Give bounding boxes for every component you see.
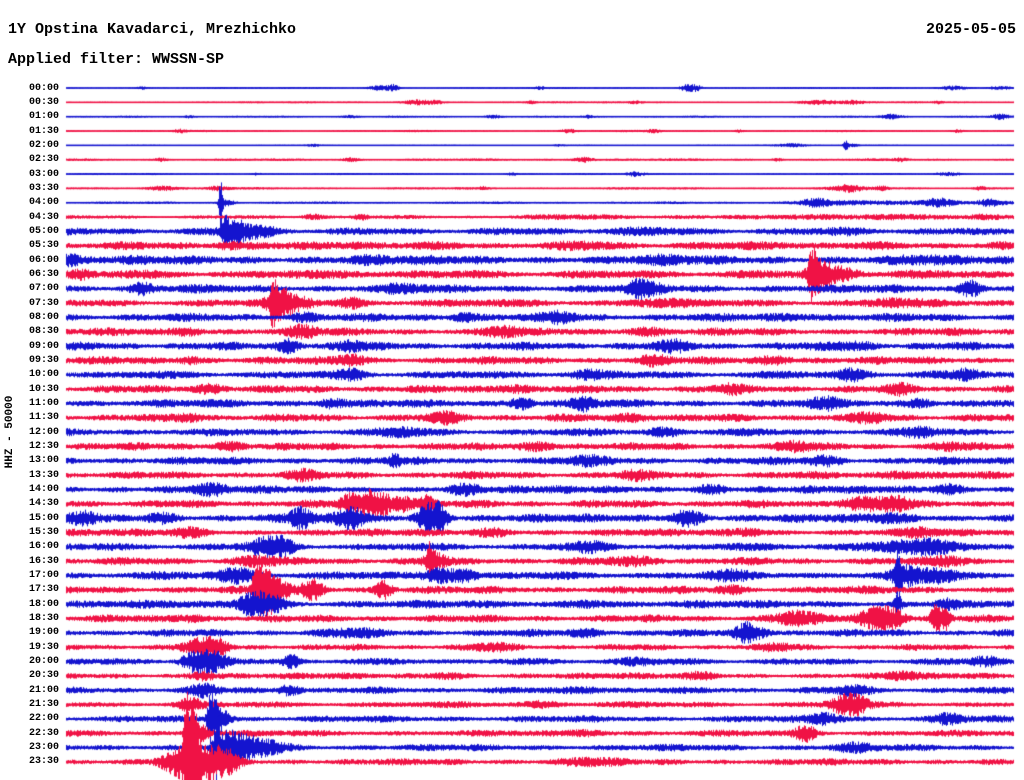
- time-label: 07:30: [28, 297, 59, 309]
- time-label: 06:30: [28, 268, 59, 280]
- time-label: 02:30: [28, 154, 59, 166]
- time-label: 02:00: [28, 139, 59, 151]
- time-label: 08:00: [28, 311, 59, 323]
- time-label: 09:00: [28, 340, 59, 352]
- time-label: 03:00: [28, 168, 59, 180]
- time-label: 21:00: [28, 684, 59, 696]
- time-label: 08:30: [28, 326, 59, 338]
- time-label: 11:30: [28, 412, 59, 424]
- time-label: 19:00: [28, 627, 59, 639]
- time-label: 15:00: [28, 512, 59, 524]
- time-label: 01:00: [28, 111, 59, 123]
- time-label: 22:00: [28, 713, 59, 725]
- time-label: 07:00: [28, 283, 59, 295]
- time-label: 05:00: [28, 225, 59, 237]
- time-label: 15:30: [28, 527, 59, 539]
- time-label: 16:00: [28, 541, 59, 553]
- time-label: 10:00: [28, 369, 59, 381]
- time-label: 00:00: [28, 82, 59, 94]
- time-label: 19:30: [28, 641, 59, 653]
- time-label: 06:00: [28, 254, 59, 266]
- time-label: 18:30: [28, 613, 59, 625]
- time-label: 00:30: [28, 96, 59, 108]
- time-label: 18:00: [28, 598, 59, 610]
- time-label: 16:30: [28, 555, 59, 567]
- time-label: 20:00: [28, 656, 59, 668]
- time-label: 05:30: [28, 240, 59, 252]
- time-label: 12:00: [28, 426, 59, 438]
- time-label: 13:00: [28, 455, 59, 467]
- time-label: 04:00: [28, 197, 59, 209]
- time-label: 10:30: [28, 383, 59, 395]
- time-label: 09:30: [28, 354, 59, 366]
- time-label: 21:30: [28, 699, 59, 711]
- time-label: 13:30: [28, 469, 59, 481]
- time-label: 11:00: [28, 397, 59, 409]
- time-label: 12:30: [28, 441, 59, 452]
- time-label: 01:30: [28, 125, 59, 137]
- time-label: 22:30: [28, 727, 59, 739]
- time-label: 14:30: [28, 498, 59, 510]
- time-label: 23:00: [28, 742, 59, 754]
- time-label: 14:00: [28, 484, 59, 496]
- time-label: 17:30: [28, 584, 59, 596]
- time-label: 23:30: [28, 756, 59, 768]
- time-label: 03:30: [28, 182, 59, 194]
- time-label: 04:30: [28, 211, 59, 223]
- time-label: 20:30: [28, 670, 59, 682]
- time-label: 17:00: [28, 570, 59, 582]
